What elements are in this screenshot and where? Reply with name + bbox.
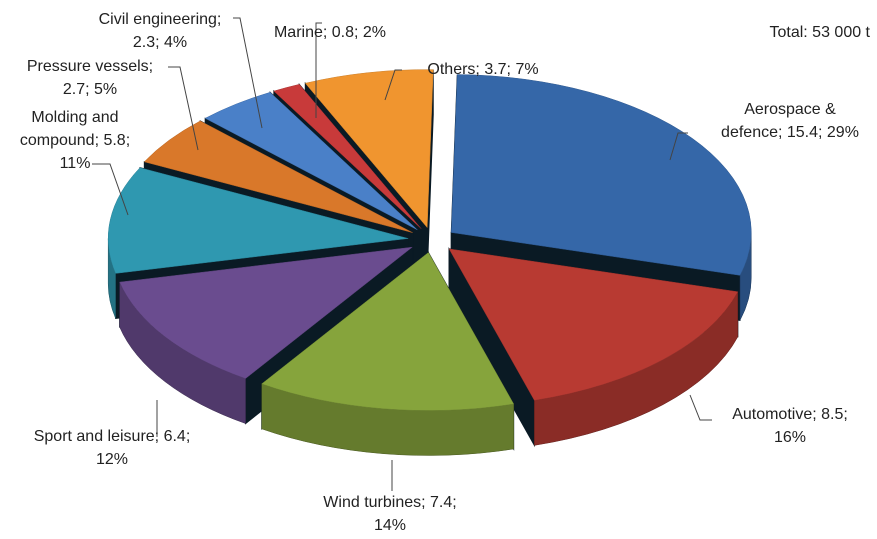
slice (451, 74, 752, 276)
data-label-line: defence; 15.4; 29% (721, 124, 859, 141)
data-label: Pressure vessels; 2.7; 5% (27, 58, 153, 98)
slice (304, 69, 434, 229)
leader-line (669, 132, 688, 161)
data-label: Molding and compound; 5.8; 11% (20, 109, 130, 172)
data-label-line: Others; 3.7; 7% (427, 61, 538, 78)
slice (204, 92, 418, 231)
data-label: Others; 3.7; 7% (427, 61, 538, 78)
data-label-line: 16% (774, 429, 806, 446)
data-label-line: Aerospace & (744, 101, 836, 118)
leader-line (384, 69, 402, 101)
slice (119, 246, 414, 379)
slice (273, 84, 422, 229)
leader-line (315, 22, 322, 118)
data-label-line: 2.7; 5% (63, 81, 117, 98)
data-label: Civil engineering; 2.3; 4% (99, 11, 222, 51)
slice (143, 120, 413, 233)
data-label-line: 12% (96, 451, 128, 468)
slice (107, 167, 409, 274)
data-label-line: Molding and (31, 109, 118, 126)
data-label-line: compound; 5.8; (20, 132, 130, 149)
data-label: Wind turbines; 7.4; 14% (323, 494, 456, 534)
slice (448, 248, 739, 401)
data-label-line: Pressure vessels; (27, 58, 153, 75)
data-label: Sport and leisure; 6.4; 12% (34, 428, 191, 468)
slice-group (448, 246, 739, 448)
data-label-line: Wind turbines; 7.4; (323, 494, 456, 511)
leader-line (92, 163, 129, 216)
leader-line (233, 17, 263, 129)
data-label-line: 11% (60, 155, 91, 172)
data-label-line: Sport and leisure; 6.4; (34, 428, 191, 445)
data-label-line: Civil engineering; (99, 11, 222, 28)
data-label-line: 14% (374, 517, 406, 534)
data-label: Automotive; 8.5; 16% (732, 406, 848, 446)
leader-line (168, 66, 199, 151)
slice-group (261, 250, 515, 456)
slice (261, 252, 515, 411)
leader-line (689, 394, 712, 421)
data-label-line: 2.3; 4% (133, 34, 187, 51)
total-annotation: Total: 53 000 t (769, 24, 870, 41)
data-label: Marine; 0.8; 2% (274, 24, 386, 41)
data-label-line: Automotive; 8.5; (732, 406, 848, 423)
data-label-line: Marine; 0.8; 2% (274, 24, 386, 41)
data-label: Aerospace & defence; 15.4; 29% (721, 101, 859, 141)
